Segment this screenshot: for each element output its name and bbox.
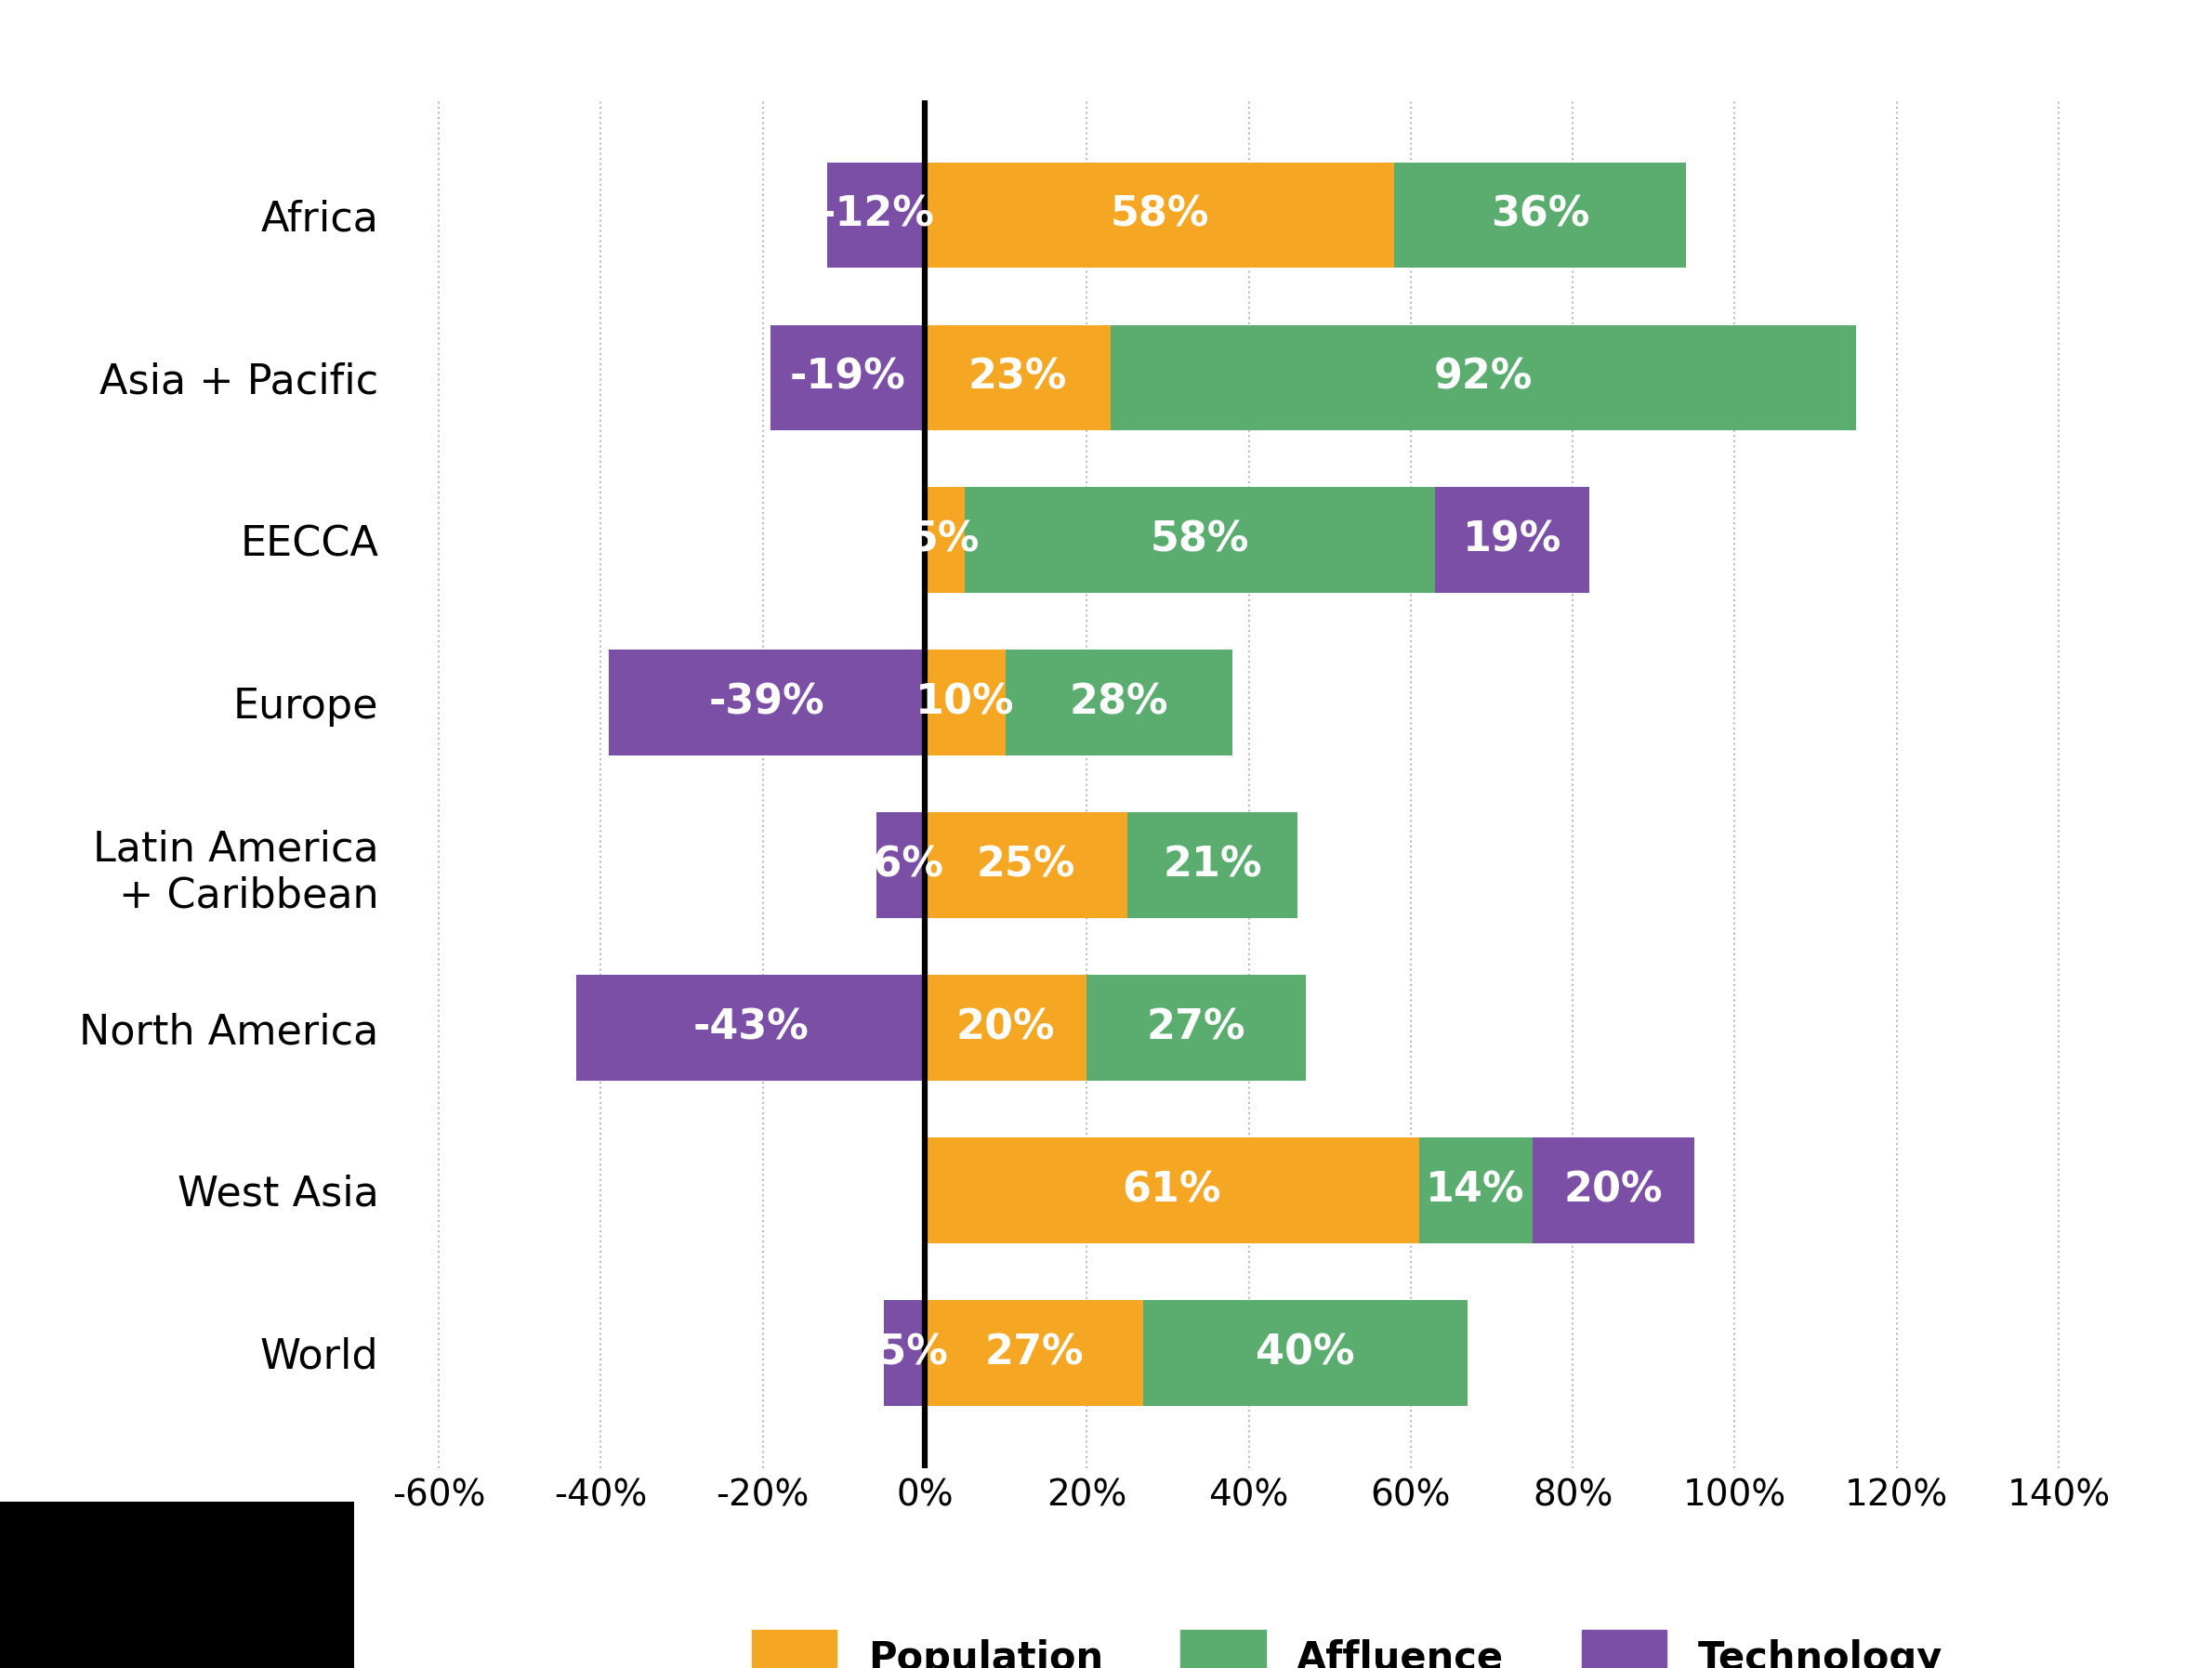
- Text: 10%: 10%: [916, 682, 1015, 722]
- Text: 40%: 40%: [1256, 1333, 1356, 1373]
- Bar: [1144, 1299, 1467, 1406]
- Bar: [1006, 651, 1232, 756]
- Bar: [925, 162, 1394, 269]
- Text: -12%: -12%: [818, 195, 933, 235]
- Text: 14%: 14%: [1427, 1171, 1524, 1211]
- Bar: [1533, 1138, 1694, 1243]
- Legend: Population, Affluence, Technology: Population, Affluence, Technology: [732, 1610, 1962, 1668]
- Text: -19%: -19%: [790, 357, 905, 397]
- Text: 36%: 36%: [1491, 195, 1590, 235]
- Text: 23%: 23%: [969, 357, 1066, 397]
- Bar: [577, 974, 925, 1081]
- Text: 92%: 92%: [1433, 357, 1533, 397]
- Bar: [964, 487, 1436, 594]
- Bar: [925, 1299, 1144, 1406]
- Text: 58%: 58%: [1150, 520, 1250, 560]
- Text: 28%: 28%: [1071, 682, 1168, 722]
- Text: 61%: 61%: [1121, 1171, 1221, 1211]
- Bar: [1394, 162, 1686, 269]
- Bar: [876, 812, 925, 917]
- Bar: [925, 812, 1128, 917]
- Bar: [925, 325, 1110, 430]
- Bar: [827, 162, 925, 269]
- Text: 21%: 21%: [1164, 846, 1261, 886]
- Bar: [925, 487, 964, 594]
- Text: 58%: 58%: [1110, 195, 1210, 235]
- Bar: [1128, 812, 1296, 917]
- Text: 19%: 19%: [1462, 520, 1562, 560]
- Text: 27%: 27%: [1146, 1007, 1245, 1048]
- Bar: [1110, 325, 1856, 430]
- Bar: [1418, 1138, 1533, 1243]
- Bar: [1086, 974, 1305, 1081]
- Bar: [770, 325, 925, 430]
- Text: 25%: 25%: [975, 846, 1075, 886]
- Text: 20%: 20%: [1564, 1171, 1663, 1211]
- Bar: [925, 651, 1006, 756]
- Text: -43%: -43%: [692, 1007, 810, 1048]
- Bar: [608, 651, 925, 756]
- Text: -5%: -5%: [860, 1333, 949, 1373]
- Text: 20%: 20%: [956, 1007, 1055, 1048]
- Bar: [925, 974, 1086, 1081]
- Text: 27%: 27%: [984, 1333, 1084, 1373]
- Bar: [885, 1299, 925, 1406]
- Bar: [925, 1138, 1418, 1243]
- Text: -39%: -39%: [708, 682, 825, 722]
- Bar: [1436, 487, 1588, 594]
- Text: 5%: 5%: [909, 520, 980, 560]
- Text: -6%: -6%: [856, 846, 945, 886]
